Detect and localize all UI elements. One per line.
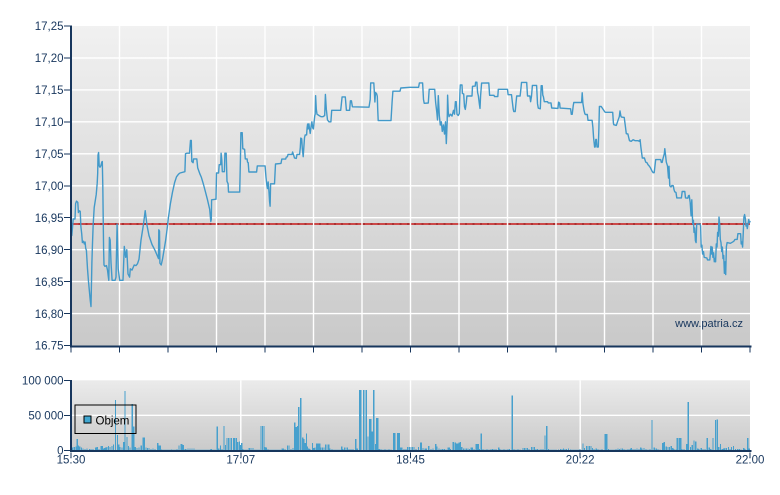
svg-text:16.75: 16.75: [35, 341, 64, 353]
svg-text:17:07: 17:07: [226, 455, 255, 467]
svg-text:17,25: 17,25: [35, 21, 64, 33]
svg-text:17,10: 17,10: [35, 117, 64, 129]
svg-text:100 000: 100 000: [22, 376, 64, 388]
svg-text:17,15: 17,15: [35, 85, 64, 97]
svg-text:17,00: 17,00: [35, 181, 64, 193]
svg-text:16,95: 16,95: [35, 213, 64, 225]
svg-text:Objem: Objem: [96, 416, 130, 428]
svg-text:22:00: 22:00: [736, 455, 765, 467]
svg-text:16,90: 16,90: [35, 245, 64, 257]
svg-text:16,80: 16,80: [35, 309, 64, 321]
svg-text:50 000: 50 000: [28, 411, 63, 423]
svg-text:20:22: 20:22: [566, 455, 595, 467]
svg-text:18:45: 18:45: [396, 455, 425, 467]
svg-text:15:30: 15:30: [57, 455, 86, 467]
svg-text:17,20: 17,20: [35, 53, 64, 65]
svg-text:0: 0: [57, 446, 63, 458]
svg-text:www.patria.cz: www.patria.cz: [674, 318, 743, 330]
svg-text:17,05: 17,05: [35, 149, 64, 161]
svg-text:16,85: 16,85: [35, 277, 64, 289]
